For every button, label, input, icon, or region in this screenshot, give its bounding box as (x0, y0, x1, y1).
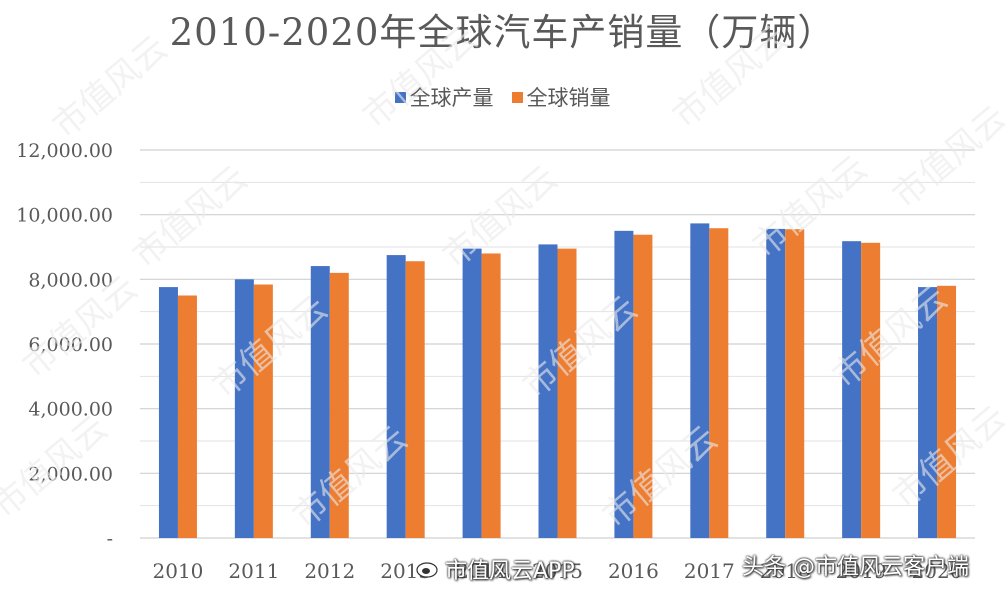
bar-sales-2010 (177, 295, 197, 538)
x-tick-label: 2011 (228, 559, 279, 583)
bar-sales-2015 (557, 248, 577, 538)
bar-production-2011 (234, 279, 254, 538)
bar-production-2014 (462, 248, 482, 538)
bar-sales-2017 (709, 228, 729, 538)
source-label: 头条 @市值风云客户端 (742, 555, 969, 580)
chart-legend: 全球产量 全球销量 (0, 82, 1005, 112)
bar-sales-2019 (861, 242, 881, 538)
y-tick-label: 6,000.00 (28, 334, 113, 356)
y-tick-label: - (107, 528, 113, 550)
x-tick-label: 2012 (304, 559, 355, 583)
bar-production-2018 (766, 228, 786, 539)
x-tick-label: 2014 (456, 559, 507, 583)
bar-production-2016 (614, 230, 634, 539)
bar-production-2012 (310, 266, 330, 538)
bar-production-2020 (918, 287, 938, 538)
bar-production-2010 (158, 287, 178, 538)
bar-production-2017 (690, 223, 710, 538)
legend-label: 全球销量 (526, 86, 611, 110)
y-tick-label: 10,000.00 (16, 205, 113, 227)
x-tick-label: 2016 (608, 559, 659, 583)
y-tick-label: 12,000.00 (16, 140, 113, 162)
bar-sales-2014 (481, 253, 501, 538)
x-tick-label: 2018 (760, 559, 811, 583)
legend-swatch (394, 91, 406, 103)
x-tick-label: 2019 (836, 559, 887, 583)
bar-sales-2011 (253, 284, 273, 538)
x-tick-label: 2015 (532, 559, 583, 583)
bar-sales-2016 (633, 234, 653, 539)
weibo-icon (416, 558, 440, 578)
bar-sales-2012 (329, 272, 349, 538)
weibo-label: 市值风云APP (445, 559, 575, 584)
y-tick-label: 4,000.00 (28, 399, 113, 421)
legend-item: 全球销量 (511, 82, 611, 112)
chart-title: 2010-2020年全球汽车产销量（万辆） (169, 11, 836, 54)
x-tick-label: 2020 (912, 559, 963, 583)
legend-label: 全球产量 (409, 86, 494, 110)
bar-production-2019 (842, 241, 862, 538)
legend-item: 全球产量 (394, 82, 494, 112)
bar-sales-2018 (785, 229, 805, 538)
y-tick-label: 8,000.00 (28, 269, 113, 291)
y-tick-label: 2,000.00 (28, 463, 113, 485)
bar-sales-2013 (405, 261, 425, 538)
legend-swatch (511, 91, 523, 103)
x-tick-label: 2017 (684, 559, 735, 583)
bar-production-2015 (538, 244, 558, 538)
bar-production-2013 (386, 255, 406, 539)
x-tick-label: 2010 (153, 559, 204, 583)
bar-sales-2020 (937, 285, 957, 538)
